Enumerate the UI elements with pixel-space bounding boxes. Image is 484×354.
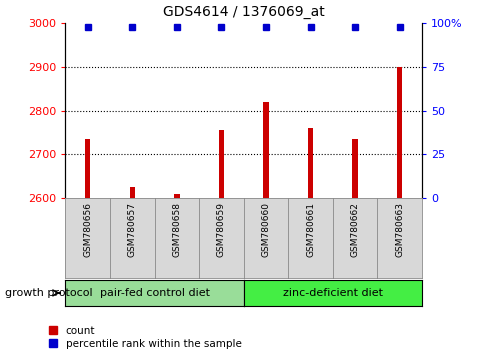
Legend: count, percentile rank within the sample: count, percentile rank within the sample bbox=[49, 326, 241, 349]
Bar bbox=[174, 194, 179, 198]
Text: GSM780662: GSM780662 bbox=[350, 202, 359, 257]
Text: GSM780663: GSM780663 bbox=[394, 202, 403, 257]
Text: pair-fed control diet: pair-fed control diet bbox=[99, 288, 209, 298]
Text: GSM780661: GSM780661 bbox=[305, 202, 315, 257]
Text: zinc-deficient diet: zinc-deficient diet bbox=[282, 288, 382, 298]
Text: GSM780657: GSM780657 bbox=[128, 202, 136, 257]
Text: GSM780658: GSM780658 bbox=[172, 202, 181, 257]
Title: GDS4614 / 1376069_at: GDS4614 / 1376069_at bbox=[163, 5, 324, 19]
Text: GSM780659: GSM780659 bbox=[216, 202, 226, 257]
Text: GSM780656: GSM780656 bbox=[83, 202, 92, 257]
Bar bbox=[218, 130, 224, 198]
Text: growth protocol: growth protocol bbox=[5, 288, 92, 298]
Bar bbox=[352, 139, 357, 198]
Bar bbox=[263, 102, 268, 198]
Bar bbox=[129, 187, 135, 198]
Bar bbox=[307, 128, 313, 198]
Bar bbox=[85, 139, 90, 198]
Text: GSM780660: GSM780660 bbox=[261, 202, 270, 257]
Bar bbox=[396, 67, 402, 198]
